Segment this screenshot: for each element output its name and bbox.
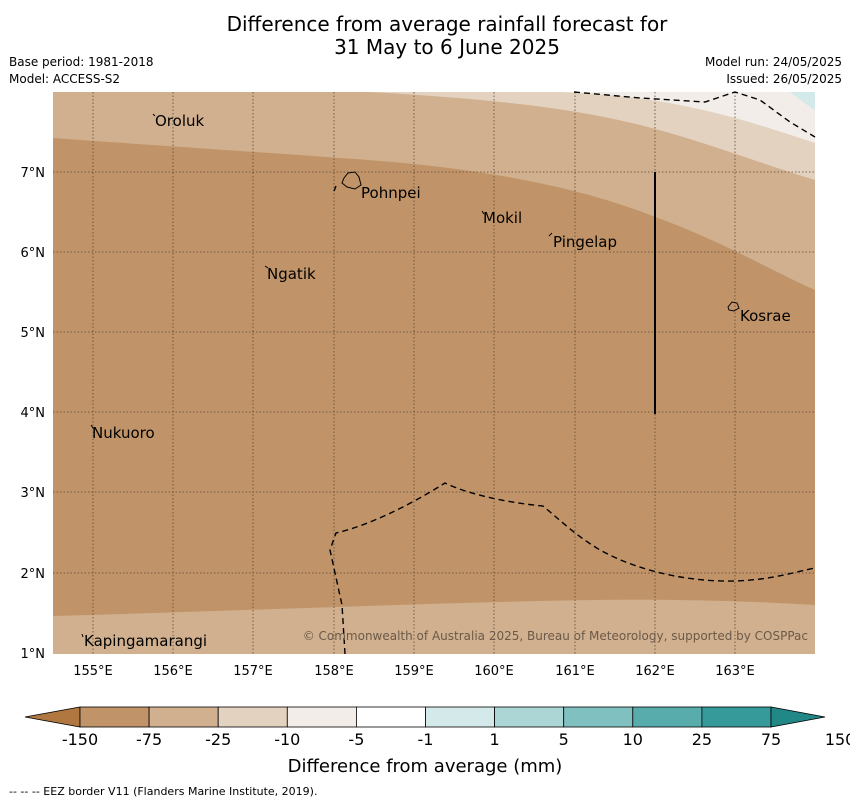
colorbar-tick: -5 xyxy=(348,730,364,749)
eez-border xyxy=(329,91,816,655)
longitude-labels: 155°E 156°E 157°E 158°E 159°E 160°E 161°… xyxy=(73,664,755,679)
graticule xyxy=(53,92,815,654)
label-oroluk: Oroluk xyxy=(155,112,204,130)
colorbar-segment xyxy=(563,706,634,728)
meta-left: Base period: 1981-2018 Model: ACCESS-S2 xyxy=(9,54,154,88)
pohnpei-outline xyxy=(341,171,362,190)
kosrae-outline xyxy=(727,301,740,312)
colorbar-tick: 25 xyxy=(692,730,712,749)
colorbar-extend-low xyxy=(24,706,81,728)
colorbar-tick: -1 xyxy=(418,730,434,749)
lat-tick: 1°N xyxy=(21,647,46,662)
colorbar-segment xyxy=(494,706,565,728)
islands xyxy=(81,113,740,638)
anomaly-band-wet-corner xyxy=(790,92,815,110)
colorbar-segment xyxy=(701,706,772,728)
title-line-1: Difference from average rainfall forecas… xyxy=(226,12,668,36)
colorbar-label: Difference from average (mm) xyxy=(288,756,563,777)
colorbar-segment xyxy=(217,706,288,728)
lon-tick: 156°E xyxy=(153,664,193,679)
colorbar-tick: 1 xyxy=(490,730,500,749)
lat-tick: 6°N xyxy=(21,246,46,261)
anomaly-band-northeast xyxy=(370,92,815,180)
colorbar-segment xyxy=(425,706,495,728)
copyright-notice: © Commonwealth of Australia 2025, Bureau… xyxy=(303,629,808,643)
label-pohnpei: Pohnpei xyxy=(361,184,421,202)
lon-tick: 162°E xyxy=(635,664,675,679)
kapingamarangi-mark xyxy=(81,633,84,638)
anomaly-band-south xyxy=(53,599,815,654)
colorbar-segment xyxy=(79,706,150,728)
pingelap-mark xyxy=(548,232,553,237)
ngatik-mark xyxy=(264,265,269,269)
lon-tick: 163°E xyxy=(715,664,755,679)
colorbar-segment xyxy=(148,706,219,728)
colorbar-tick: 75 xyxy=(761,730,781,749)
colorbar-tick: 10 xyxy=(623,730,643,749)
lon-tick: 160°E xyxy=(474,664,514,679)
mokil-mark xyxy=(481,210,485,215)
lat-tick: 5°N xyxy=(21,326,46,341)
label-nukuoro: Nukuoro xyxy=(92,424,155,442)
lat-tick: 7°N xyxy=(21,166,46,181)
anomaly-band-north xyxy=(53,92,815,290)
colorbar-tick: -25 xyxy=(205,730,231,749)
chart-title: Difference from average rainfall forecas… xyxy=(0,13,850,59)
colorbar-extend-high xyxy=(770,706,826,728)
title-line-2: 31 May to 6 June 2025 xyxy=(334,35,560,59)
colorbar-segment xyxy=(632,706,703,728)
colorbar-tick: 150 xyxy=(825,730,850,749)
lon-tick: 159°E xyxy=(394,664,434,679)
anomaly-field xyxy=(53,92,815,654)
base-period: Base period: 1981-2018 xyxy=(9,55,154,69)
colorbar-tick: 5 xyxy=(559,730,569,749)
lat-tick: 2°N xyxy=(21,567,46,582)
eez-border-west-fragment xyxy=(333,185,337,192)
label-mokil: Mokil xyxy=(483,209,522,227)
lon-tick: 155°E xyxy=(73,664,113,679)
label-ngatik: Ngatik xyxy=(267,265,316,283)
colorbar-tick: -150 xyxy=(62,730,98,749)
lon-tick: 161°E xyxy=(555,664,595,679)
label-kosrae: Kosrae xyxy=(740,307,791,325)
label-kapingamarangi: Kapingamarangi xyxy=(84,632,207,650)
colorbar: -150 -75 -25 -10 -5 -1 1 5 10 25 75 150 xyxy=(24,706,850,749)
meta-right: Model run: 24/05/2025 Issued: 26/05/2025 xyxy=(705,54,842,88)
nukuoro-mark xyxy=(90,424,94,429)
lon-tick: 158°E xyxy=(314,664,354,679)
issued-date: Issued: 26/05/2025 xyxy=(726,72,842,86)
anomaly-band-northeast-light xyxy=(560,92,815,143)
eez-border-north xyxy=(573,91,816,138)
latitude-labels: 7°N 6°N 5°N 4°N 3°N 2°N 1°N xyxy=(21,166,46,662)
colorbar-tick: -75 xyxy=(136,730,162,749)
lat-tick: 4°N xyxy=(21,406,46,421)
model-run: Model run: 24/05/2025 xyxy=(704,55,842,69)
lon-tick: 157°E xyxy=(233,664,273,679)
colorbar-segment xyxy=(286,706,357,728)
colorbar-tick: -10 xyxy=(274,730,300,749)
eez-footnote: -- -- -- EEZ border V11 (Flanders Marine… xyxy=(9,785,318,798)
label-pingelap: Pingelap xyxy=(553,233,617,251)
model-name: Model: ACCESS-S2 xyxy=(9,72,121,86)
oroluk-mark xyxy=(152,113,156,117)
lat-tick: 3°N xyxy=(21,486,46,501)
colorbar-segment xyxy=(355,706,426,728)
